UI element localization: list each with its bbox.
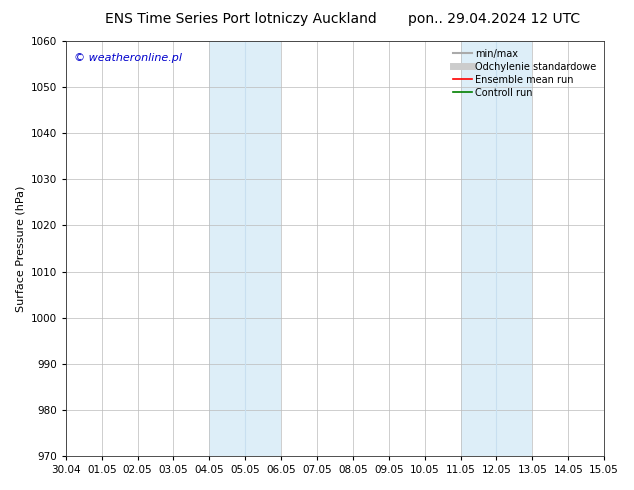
Y-axis label: Surface Pressure (hPa): Surface Pressure (hPa) [15, 185, 25, 312]
Bar [460, 41, 533, 456]
Text: ENS Time Series Port lotniczy Auckland: ENS Time Series Port lotniczy Auckland [105, 12, 377, 26]
Text: pon.. 29.04.2024 12 UTC: pon.. 29.04.2024 12 UTC [408, 12, 581, 26]
Text: © weatheronline.pl: © weatheronline.pl [74, 53, 182, 64]
Bar [209, 41, 281, 456]
Legend: min/max, Odchylenie standardowe, Ensemble mean run, Controll run: min/max, Odchylenie standardowe, Ensembl… [450, 46, 599, 100]
